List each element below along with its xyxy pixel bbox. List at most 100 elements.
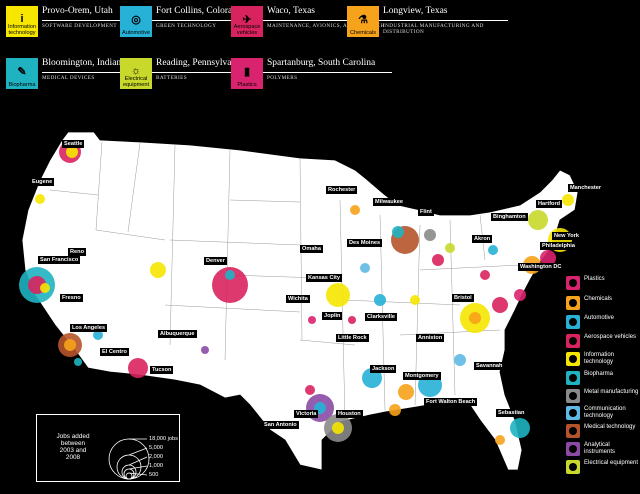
legend-swatch-icon xyxy=(566,424,580,438)
legend-item: Information technology xyxy=(566,352,640,366)
industry-label: Information technology xyxy=(8,24,36,36)
job-circle xyxy=(360,263,370,273)
legend-swatch-icon xyxy=(566,352,580,366)
legend-swatch-icon xyxy=(566,442,580,456)
header-item: i Information technology Provo-Orem, Utah S… xyxy=(6,6,167,37)
legend-item: Aerospace vehicles xyxy=(566,334,640,348)
job-circle xyxy=(410,295,420,305)
header-industry: POLYMERS xyxy=(267,72,392,81)
city-label: Victoria xyxy=(294,410,319,418)
legend-swatch-icon xyxy=(566,296,580,310)
industry-icon: i Information technology xyxy=(6,6,38,37)
city-label: Albuquerque xyxy=(158,330,197,338)
city-label: Jackson xyxy=(370,365,397,373)
job-circle xyxy=(128,358,148,378)
industry-icon: ⚗ Chemicals xyxy=(347,6,379,37)
legend-item: Plastics xyxy=(566,276,640,290)
job-circle xyxy=(398,384,414,400)
legend-swatch-icon xyxy=(566,460,580,474)
header-city: Bloomington, Indiana xyxy=(42,58,126,68)
size-legend-value: 1,000 xyxy=(149,463,163,469)
industry-icon: ☼ Electrical equipment xyxy=(120,58,152,89)
city-label: Seattle xyxy=(62,140,85,148)
city-label: Washington DC xyxy=(518,263,564,271)
header-city: Reading, Pennsylvania xyxy=(156,58,244,68)
legend-item: Electrical equipment xyxy=(566,460,640,474)
city-label: Little Rock xyxy=(336,334,369,342)
city-label: Montgomery xyxy=(403,372,441,380)
job-circle xyxy=(495,435,505,445)
legend-item: Medical technology xyxy=(566,424,640,438)
city-label: San Antonio xyxy=(262,421,299,429)
industry-label: Aerospace vehicles xyxy=(233,24,261,36)
legend-swatch-icon xyxy=(566,389,580,403)
industry-icon: ✎ Biopharma xyxy=(6,58,38,89)
job-circle xyxy=(362,368,382,388)
city-label: Milwaukee xyxy=(373,198,405,206)
size-legend-title: Jobs added between 2003 and 2008 xyxy=(56,433,90,461)
city-label: Manchester xyxy=(568,184,604,192)
job-circle xyxy=(201,346,209,354)
header-industry: MAINTENANCE, AVIONICS, AND DISPATCH xyxy=(267,20,392,29)
header-city: Fort Collins, Colorado xyxy=(156,6,242,16)
city-label: Tucson xyxy=(150,366,174,374)
legend-item: Analytical instruments xyxy=(566,442,640,456)
legend-label: Communication technology xyxy=(584,406,626,419)
industry-label: Automotive xyxy=(122,29,150,36)
city-label: Philadelphia xyxy=(540,242,577,250)
legend-label: Metal manufacturing xyxy=(584,389,639,395)
job-circle xyxy=(350,205,360,215)
legend-item: Biopharma xyxy=(566,371,640,385)
industry-label: Electrical equipment xyxy=(122,76,150,88)
job-circle xyxy=(332,422,344,434)
city-label: Denver xyxy=(204,257,227,265)
job-circle xyxy=(392,226,404,238)
legend-swatch-icon xyxy=(566,315,580,329)
city-label: Sebastian xyxy=(496,409,527,417)
industry-label: Plastics xyxy=(237,81,257,88)
header-industry: MEDICAL DEVICES xyxy=(42,72,167,81)
industry-glyph-icon: ✎ xyxy=(17,65,27,78)
job-circle xyxy=(308,316,316,324)
job-circle xyxy=(514,289,526,301)
size-legend: Jobs added between 2003 and 2008 18,000 … xyxy=(36,414,180,482)
job-circle xyxy=(480,270,490,280)
job-circle xyxy=(64,339,76,351)
city-label: Des Moines xyxy=(347,239,383,247)
legend-item: Automotive xyxy=(566,315,640,329)
legend-label: Automotive xyxy=(584,315,615,321)
job-circle xyxy=(389,404,401,416)
industry-label: Biopharma xyxy=(8,81,36,88)
industry-glyph-icon: ☼ xyxy=(130,65,142,77)
job-circle xyxy=(492,297,508,313)
city-label: Rochester xyxy=(326,186,358,194)
legend-label: Analytical instruments xyxy=(584,442,616,455)
industry-icon: ✈ Aerospace vehicles xyxy=(231,6,263,37)
job-circle xyxy=(562,194,574,206)
legend-item: Chemicals xyxy=(566,296,640,310)
city-label: Fort Walton Beach xyxy=(424,398,478,406)
size-legend-value: 2,000 xyxy=(149,454,163,460)
header-industry: INDUSTRIAL MANUFACTURING AND DISTRIBUTIO… xyxy=(383,20,508,35)
header-item: ✈ Aerospace vehicles Waco, Texas MAINTENANC… xyxy=(231,6,392,37)
job-circle xyxy=(40,283,50,293)
city-label: El Centro xyxy=(100,348,129,356)
job-circle xyxy=(305,385,315,395)
industry-glyph-icon: ▮ xyxy=(243,65,251,78)
header-industry: GREEN TECHNOLOGY xyxy=(156,20,281,29)
legend-item: Metal manufacturing xyxy=(566,389,640,403)
city-label: Los Angeles xyxy=(70,324,108,332)
job-circle xyxy=(424,229,436,241)
size-legend-value: 500 xyxy=(149,472,159,478)
size-legend-circles xyxy=(108,438,150,480)
industry-glyph-icon: ◎ xyxy=(131,13,141,26)
city-label: Joplin xyxy=(322,312,343,320)
legend-label: Electrical equipment xyxy=(584,460,639,466)
legend-swatch-icon xyxy=(566,276,580,290)
legend-swatch-icon xyxy=(566,406,580,420)
header-item: ▮ Plastics Spartanburg, South Carolina POLY… xyxy=(231,58,392,89)
city-label: Reno xyxy=(68,248,86,256)
city-label: Kansas City xyxy=(306,274,343,282)
job-circle xyxy=(35,194,45,204)
header-city: Waco, Texas xyxy=(267,6,315,16)
